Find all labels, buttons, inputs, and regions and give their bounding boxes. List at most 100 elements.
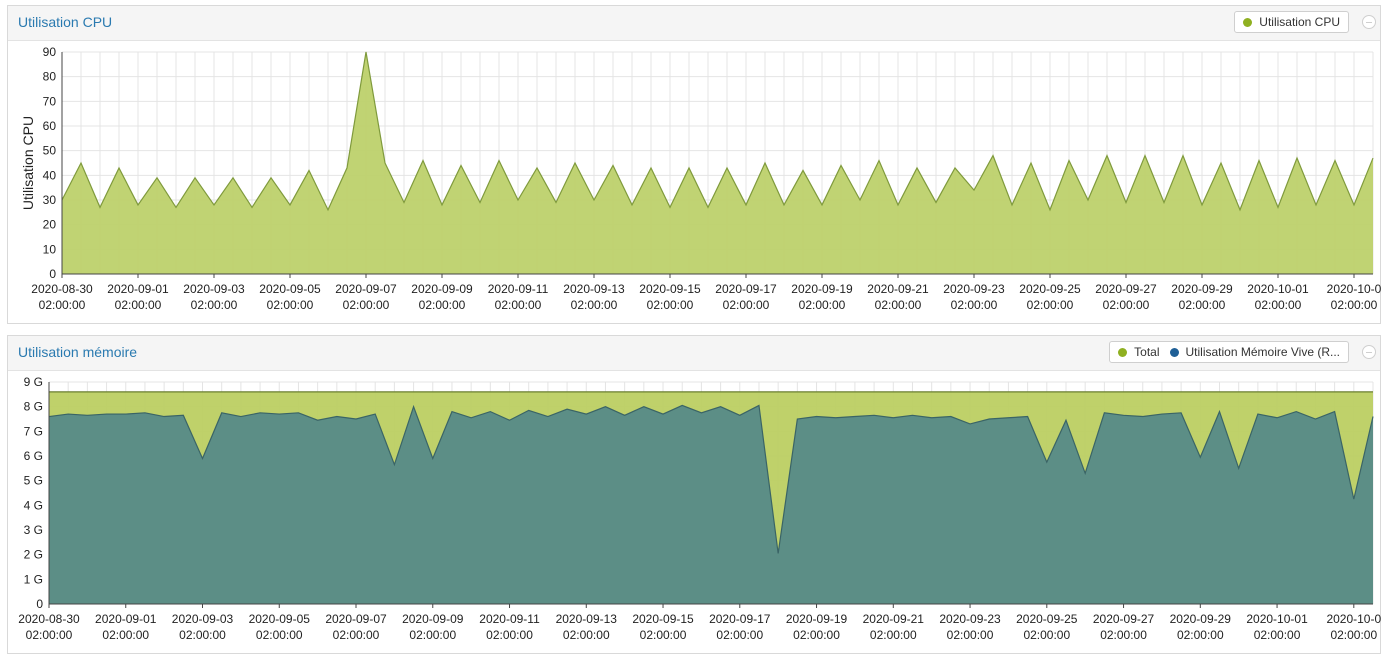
y-tick-label: 4 G <box>24 498 43 512</box>
x-tick-label-time: 02:00:00 <box>1103 298 1150 312</box>
x-tick-label-time: 02:00:00 <box>267 298 314 312</box>
y-tick-label: 90 <box>43 45 57 59</box>
x-tick-label-time: 02:00:00 <box>495 298 542 312</box>
x-tick-label-time: 02:00:00 <box>716 628 763 642</box>
x-tick-label-date: 2020-09-01 <box>107 282 169 296</box>
x-tick-label-time: 02:00:00 <box>1330 628 1377 642</box>
cpu-panel-title: Utilisation CPU <box>18 14 113 30</box>
memory-legend[interactable]: Total Utilisation Mémoire Vive (R... <box>1109 341 1349 363</box>
x-tick-label-date: 2020-10-0 <box>1327 282 1382 296</box>
y-tick-label: 3 G <box>24 523 43 537</box>
legend-label-total: Total <box>1134 345 1160 359</box>
x-tick-label-date: 2020-09-23 <box>943 282 1005 296</box>
x-tick-label-time: 02:00:00 <box>1177 628 1224 642</box>
x-tick-label-time: 02:00:00 <box>102 628 149 642</box>
x-tick-label-time: 02:00:00 <box>723 298 770 312</box>
series-area-ram <box>49 405 1373 604</box>
cpu-legend[interactable]: Utilisation CPU <box>1234 11 1349 33</box>
series-area-cpu <box>62 52 1373 274</box>
cpu-panel-header: Utilisation CPU Utilisation CPU <box>8 6 1380 41</box>
x-tick-label-time: 02:00:00 <box>1179 298 1226 312</box>
x-tick-label-date: 2020-09-19 <box>786 612 848 626</box>
x-tick-label-time: 02:00:00 <box>333 628 380 642</box>
x-tick-label-time: 02:00:00 <box>947 628 994 642</box>
x-tick-label-time: 02:00:00 <box>951 298 998 312</box>
x-tick-label-date: 2020-09-23 <box>939 612 1001 626</box>
y-tick-label: 6 G <box>24 449 43 463</box>
x-tick-label-date: 2020-09-25 <box>1016 612 1078 626</box>
x-tick-label-time: 02:00:00 <box>179 628 226 642</box>
x-tick-label-time: 02:00:00 <box>1027 298 1074 312</box>
y-tick-label: 5 G <box>24 474 43 488</box>
y-tick-label: 2 G <box>24 548 43 562</box>
x-tick-label-time: 02:00:00 <box>26 628 73 642</box>
x-tick-label-date: 2020-09-27 <box>1095 282 1157 296</box>
x-tick-label-date: 2020-08-30 <box>31 282 93 296</box>
memory-panel-header: Utilisation mémoire Total Utilisation Mé… <box>8 336 1380 371</box>
x-tick-label-date: 2020-09-11 <box>479 612 540 626</box>
x-tick-label-date: 2020-09-05 <box>249 612 311 626</box>
x-tick-label-time: 02:00:00 <box>1255 298 1302 312</box>
x-tick-label-date: 2020-09-03 <box>172 612 234 626</box>
x-tick-label-time: 02:00:00 <box>870 628 917 642</box>
memory-panel-title: Utilisation mémoire <box>18 344 138 360</box>
x-tick-label-date: 2020-09-29 <box>1170 612 1232 626</box>
cpu-chart: 0 10 20 30 40 50 60 70 80 90 2020-08-30 02:00:00 202… <box>20 45 1382 312</box>
x-tick-label-date: 2020-09-17 <box>715 282 777 296</box>
x-tick-label-time: 02:00:00 <box>256 628 303 642</box>
x-tick-label-date: 2020-09-07 <box>335 282 397 296</box>
x-tick-label-date: 2020-09-01 <box>95 612 157 626</box>
y-axis-label: Utilisation CPU <box>20 116 36 210</box>
legend-dot-total <box>1118 347 1128 357</box>
x-tick-label-date: 2020-09-27 <box>1093 612 1155 626</box>
legend-item-total[interactable]: Total <box>1118 345 1160 359</box>
x-tick-label-date: 2020-09-21 <box>863 612 925 626</box>
x-tick-label-date: 2020-10-01 <box>1247 282 1309 296</box>
x-tick-label-date: 2020-09-13 <box>563 282 625 296</box>
x-tick-label-date: 2020-09-21 <box>867 282 929 296</box>
x-tick-label-date: 2020-09-11 <box>488 282 549 296</box>
x-tick-label-time: 02:00:00 <box>39 298 86 312</box>
y-tick-label: 1 G <box>24 572 43 586</box>
y-tick-label: 8 G <box>24 400 43 414</box>
x-tick-label-time: 02:00:00 <box>563 628 610 642</box>
y-tick-label: 80 <box>43 70 57 84</box>
x-tick-label-time: 02:00:00 <box>799 298 846 312</box>
y-tick-label: 9 G <box>24 375 43 389</box>
x-tick-label-time: 02:00:00 <box>343 298 390 312</box>
x-tick-label-date: 2020-09-03 <box>183 282 245 296</box>
x-tick-label-time: 02:00:00 <box>115 298 162 312</box>
legend-item-cpu[interactable]: Utilisation CPU <box>1243 15 1340 29</box>
legend-item-ram[interactable]: Utilisation Mémoire Vive (R... <box>1169 345 1340 359</box>
x-tick-label-time: 02:00:00 <box>647 298 694 312</box>
x-tick-label-time: 02:00:00 <box>1331 298 1378 312</box>
y-tick-label: 50 <box>43 144 57 158</box>
x-tick-label-date: 2020-09-13 <box>556 612 618 626</box>
x-tick-label-date: 2020-09-05 <box>259 282 321 296</box>
x-tick-label-time: 02:00:00 <box>486 628 533 642</box>
y-tick-label: 60 <box>43 119 57 133</box>
series-line-cpu <box>61 51 1374 212</box>
x-tick-label-time: 02:00:00 <box>1254 628 1301 642</box>
y-tick-label: 70 <box>43 94 57 108</box>
x-tick-label-time: 02:00:00 <box>571 298 618 312</box>
legend-label-cpu: Utilisation CPU <box>1259 15 1340 29</box>
x-tick-label-date: 2020-09-09 <box>411 282 473 296</box>
x-tick-label-time: 02:00:00 <box>793 628 840 642</box>
x-tick-label-time: 02:00:00 <box>409 628 456 642</box>
y-tick-label: 20 <box>43 218 57 232</box>
x-tick-label-date: 2020-09-25 <box>1019 282 1081 296</box>
y-tick-label: 7 G <box>24 424 43 438</box>
x-tick-label-date: 2020-09-19 <box>791 282 853 296</box>
x-tick-label-date: 2020-09-07 <box>325 612 387 626</box>
x-tick-label-time: 02:00:00 <box>191 298 238 312</box>
x-tick-label-date: 2020-09-17 <box>709 612 771 626</box>
x-tick-label-date: 2020-09-09 <box>402 612 464 626</box>
cpu-collapse-icon[interactable] <box>1362 15 1376 29</box>
y-tick-label: 40 <box>43 168 57 182</box>
x-tick-label-time: 02:00:00 <box>875 298 922 312</box>
x-tick-label-date: 2020-08-30 <box>18 612 80 626</box>
x-tick-label-date: 2020-10-0 <box>1326 612 1381 626</box>
y-tick-label: 30 <box>43 193 57 207</box>
memory-collapse-icon[interactable] <box>1362 345 1376 359</box>
